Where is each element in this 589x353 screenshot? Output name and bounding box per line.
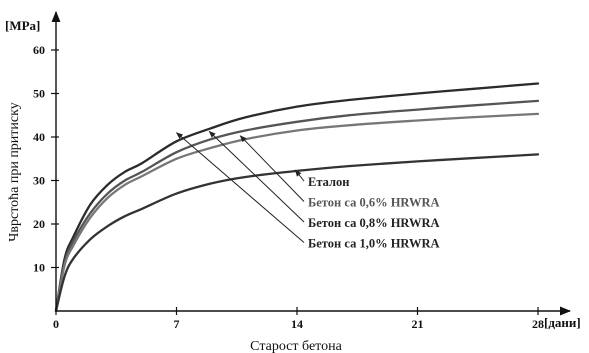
x-tick-label: 7 xyxy=(174,317,180,331)
series-line-4 xyxy=(54,153,540,313)
annotation-arrow xyxy=(239,135,305,202)
y-tick-label: 30 xyxy=(33,174,45,188)
y-tick-label: 20 xyxy=(33,217,45,231)
x-tick-label: 21 xyxy=(412,317,424,331)
x-tick-label: 0 xyxy=(53,317,59,331)
series-line-2 xyxy=(54,99,540,313)
y-tick-label: 10 xyxy=(33,261,45,275)
annotation-label: Еталон xyxy=(308,175,349,189)
series-lines xyxy=(54,82,540,313)
annotation-label: Бетон са 1,0% HRWRA xyxy=(308,237,440,251)
annotation-label: Бетон са 0,8% HRWRA xyxy=(308,216,440,230)
x-tick-label: 28 xyxy=(532,317,544,331)
y-tick-label: 60 xyxy=(33,43,45,57)
ticks: 0 7 14 21 28 10 20 30 40 50 60 xyxy=(33,43,544,331)
annotation-arrow xyxy=(175,132,305,243)
annotation-arrow xyxy=(294,169,305,182)
y-tick-label: 50 xyxy=(33,87,45,101)
series-line-3 xyxy=(54,112,540,313)
y-tick-label: 40 xyxy=(33,130,45,144)
x-axis-title: Старост бетона xyxy=(250,339,342,353)
series-line-1 xyxy=(54,82,540,313)
legend-annotations: Еталон Бетон са 0,6% HRWRA Бетон са 0,8% H… xyxy=(175,130,440,251)
annotation-label: Бетон са 0,6% HRWRA xyxy=(308,196,440,210)
x-tick-label: 14 xyxy=(291,317,303,331)
annotation-arrow xyxy=(208,130,305,223)
y-unit-label: [MPa] xyxy=(5,18,40,33)
y-axis-title: Чврстоћа при притиску xyxy=(7,102,22,241)
axes xyxy=(51,10,572,316)
x-unit-label: [дани] xyxy=(544,315,581,330)
